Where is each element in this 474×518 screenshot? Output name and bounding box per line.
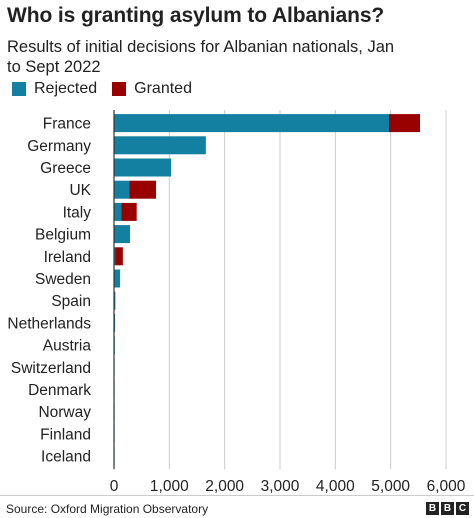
legend: Rejected Granted — [12, 80, 207, 98]
category-label: UK — [69, 182, 91, 199]
legend-label-granted: Granted — [134, 80, 192, 97]
category-label: Netherlands — [7, 315, 91, 332]
category-label: Belgium — [35, 227, 91, 244]
x-tick-label: 0 — [110, 478, 119, 495]
bbc-logo: B B C — [424, 502, 469, 515]
x-tick-label: 5,000 — [371, 478, 410, 495]
bar-rejected — [114, 269, 121, 288]
bbc-logo-letter: B — [441, 502, 454, 515]
x-tick-label: 3,000 — [261, 478, 300, 495]
bbc-logo-letter: B — [426, 502, 439, 515]
bar-granted — [121, 202, 137, 221]
footer-divider — [0, 495, 474, 496]
x-tick-label: 2,000 — [205, 478, 244, 495]
legend-item-granted: Granted — [112, 80, 192, 98]
bar-rejected — [114, 136, 206, 155]
bar-rejected — [114, 291, 116, 310]
category-label: France — [43, 116, 91, 133]
category-label: Spain — [51, 293, 91, 310]
legend-label-rejected: Rejected — [34, 80, 98, 97]
bar-rejected — [114, 202, 122, 221]
category-label: Switzerland — [11, 360, 91, 377]
category-label: Norway — [38, 404, 91, 421]
x-tick-label: 6,000 — [427, 478, 466, 495]
category-label: Germany — [27, 138, 91, 155]
category-label: Greece — [40, 160, 91, 177]
category-label: Iceland — [41, 449, 91, 466]
bbc-logo-letter: C — [456, 502, 469, 515]
category-label: Finland — [40, 426, 91, 443]
chart-subtitle: Results of initial decisions for Albania… — [7, 38, 395, 76]
bar-rejected — [114, 180, 130, 199]
x-tick-label: 1,000 — [150, 478, 189, 495]
category-label: Ireland — [44, 249, 91, 266]
bar-granted — [115, 247, 123, 266]
legend-swatch-rejected — [12, 82, 26, 96]
bar-rejected — [114, 158, 171, 177]
category-label: Italy — [63, 204, 92, 221]
chart-title: Who is granting asylum to Albanians? — [7, 4, 385, 27]
x-tick-label: 4,000 — [316, 478, 355, 495]
bar-granted — [129, 180, 157, 199]
category-label: Denmark — [28, 382, 91, 399]
legend-item-rejected: Rejected — [12, 80, 97, 98]
category-label: Austria — [43, 338, 92, 355]
bar-chart: 0 1,000 2,000 3,000 4,000 5,000 6,000 France Ger… — [7, 110, 466, 495]
bar-granted — [389, 114, 420, 133]
source-note: Source: Oxford Migration Observatory — [6, 502, 209, 516]
category-label: Sweden — [35, 271, 91, 288]
bar-rejected — [114, 225, 131, 244]
bar-rejected — [114, 114, 390, 133]
legend-swatch-granted — [112, 82, 127, 96]
